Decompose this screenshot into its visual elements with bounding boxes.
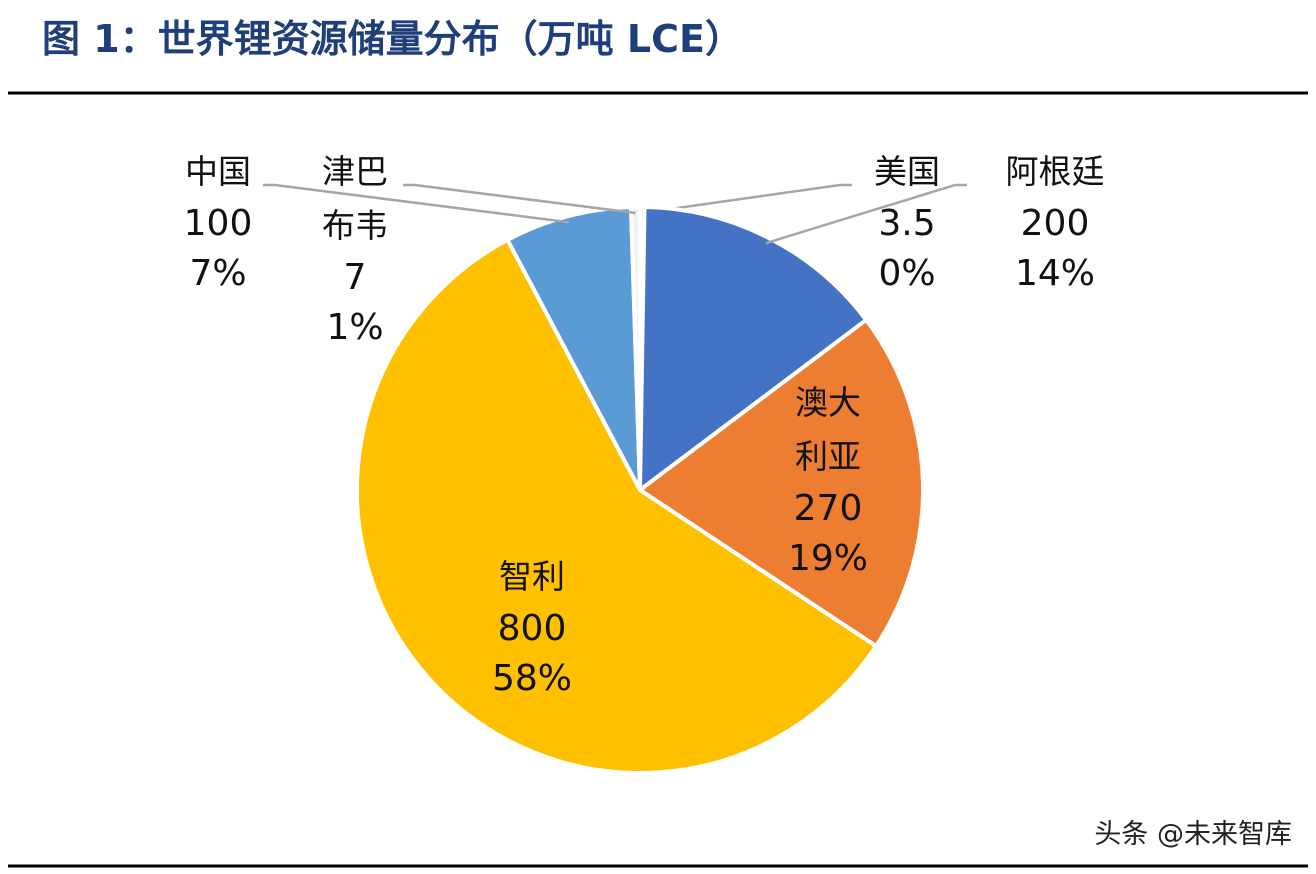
slice-percent: 7% <box>189 253 247 294</box>
slice-label: 津巴布韦 7 1% <box>317 145 393 353</box>
slice-label: 中国 100 7% <box>180 145 256 299</box>
slice-label: 阿根廷 200 14% <box>990 145 1120 299</box>
slice-label: 智利 800 58% <box>492 550 572 704</box>
leader-line <box>263 183 570 224</box>
slice-name: 中国 <box>185 152 251 191</box>
pie-slice <box>628 204 642 491</box>
pie-slice <box>636 317 925 649</box>
slice-value: 200 <box>1020 203 1090 244</box>
slice-percent: 19% <box>787 538 869 579</box>
slice-label: 美国 3.5 0% <box>869 145 945 299</box>
leader-line <box>765 183 967 245</box>
leader-line <box>642 183 852 215</box>
pie-slice <box>354 237 879 775</box>
slice-value: 3.5 <box>878 203 936 244</box>
slice-value: 270 <box>793 488 863 529</box>
slice-percent: 0% <box>878 253 936 294</box>
slice-value: 7 <box>343 257 367 298</box>
slice-name: 津巴布韦 <box>322 152 388 245</box>
slice-percent: 58% <box>491 658 573 699</box>
slice-name: 智利 <box>498 557 565 596</box>
slice-name: 美国 <box>874 152 940 191</box>
slice-percent: 1% <box>326 307 384 348</box>
slice-name: 澳大利亚 <box>794 383 861 476</box>
pie-slice <box>637 205 870 495</box>
slice-percent: 14% <box>1014 253 1095 294</box>
chart-title: 图 1：世界锂资源储量分布（万吨 LCE） <box>42 17 743 61</box>
slice-label: 澳大利亚 270 19% <box>788 376 868 584</box>
leader-line <box>403 183 636 215</box>
slice-value: 800 <box>497 608 567 649</box>
pie-slice <box>504 205 642 491</box>
watermark: 头条 @未来智库 <box>1094 819 1292 850</box>
slice-value: 100 <box>183 203 253 244</box>
slice-name: 阿根廷 <box>1005 152 1105 191</box>
